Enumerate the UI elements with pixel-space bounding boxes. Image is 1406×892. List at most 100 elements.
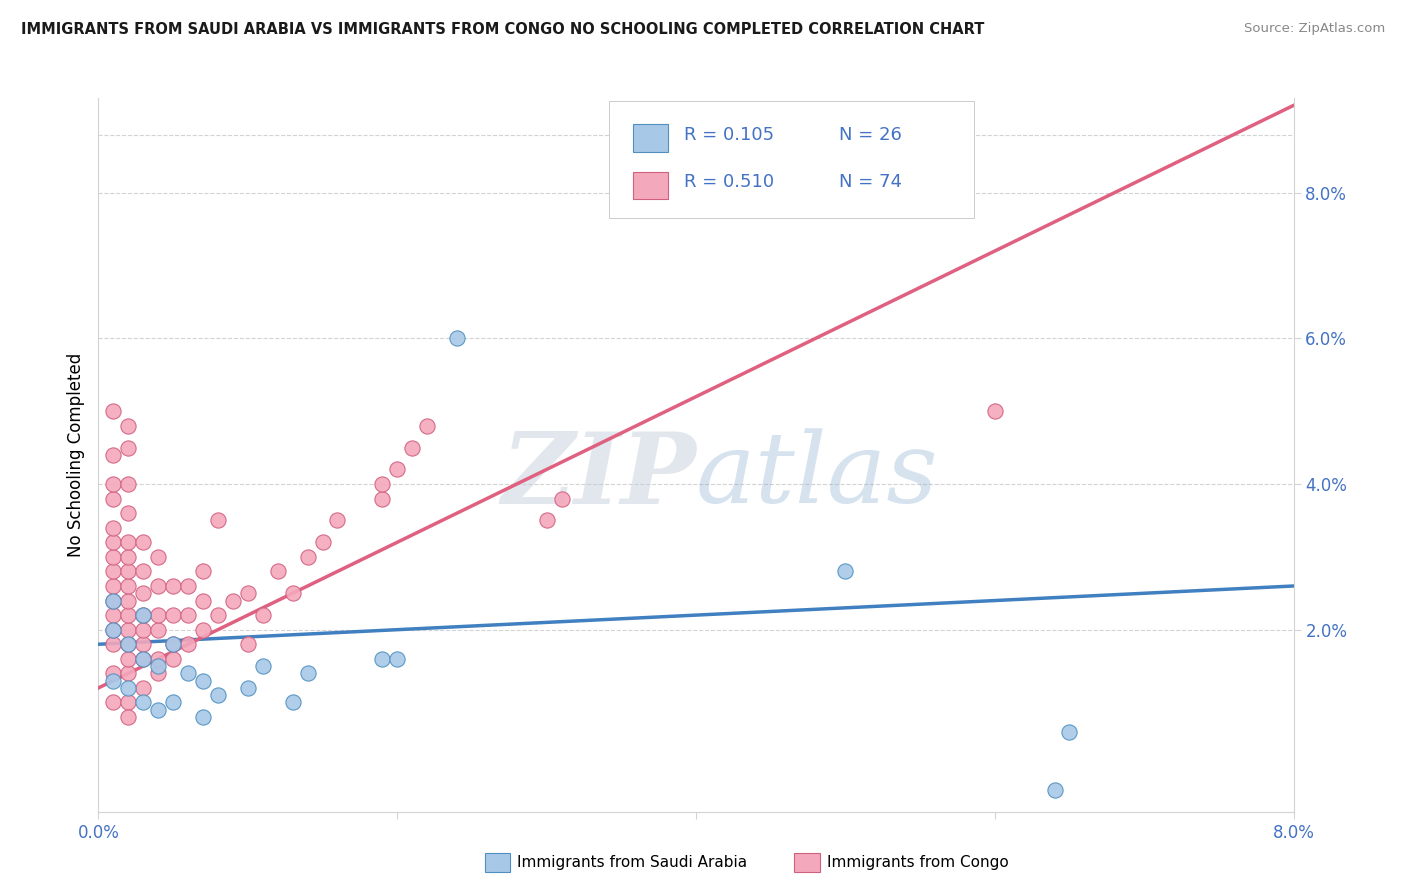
Point — [191, 710, 214, 724]
Text: N = 74: N = 74 — [839, 173, 903, 191]
Text: Source: ZipAtlas.com: Source: ZipAtlas.com — [1244, 22, 1385, 36]
Point — [446, 331, 468, 345]
Point — [103, 623, 125, 637]
Point — [207, 688, 229, 702]
Text: atlas: atlas — [696, 429, 939, 524]
Point — [103, 579, 125, 593]
Text: R = 0.510: R = 0.510 — [685, 173, 775, 191]
Point — [117, 535, 139, 549]
Point — [117, 593, 139, 607]
Point — [117, 506, 139, 520]
Point — [162, 608, 184, 623]
Point — [371, 652, 394, 666]
Point — [132, 681, 155, 695]
Point — [103, 549, 125, 564]
Point — [117, 623, 139, 637]
Point — [103, 593, 125, 607]
Point — [103, 535, 125, 549]
Point — [132, 535, 155, 549]
Point — [148, 608, 170, 623]
Point — [148, 579, 170, 593]
Point — [103, 696, 125, 710]
Point — [103, 491, 125, 506]
Point — [132, 637, 155, 651]
Point — [162, 637, 184, 651]
FancyBboxPatch shape — [609, 101, 974, 218]
Point — [177, 637, 200, 651]
Point — [103, 666, 125, 681]
Point — [983, 404, 1005, 418]
Point — [207, 608, 229, 623]
Point — [162, 637, 184, 651]
Point — [371, 477, 394, 491]
Point — [385, 462, 409, 476]
Point — [162, 652, 184, 666]
Point — [252, 659, 274, 673]
Point — [281, 696, 304, 710]
Point — [191, 593, 214, 607]
Point — [252, 608, 274, 623]
Point — [132, 608, 155, 623]
Point — [311, 535, 333, 549]
Point — [117, 666, 139, 681]
Point — [132, 652, 155, 666]
Point — [103, 623, 125, 637]
Point — [148, 666, 170, 681]
Point — [148, 623, 170, 637]
Text: Immigrants from Congo: Immigrants from Congo — [827, 855, 1008, 870]
Point — [132, 586, 155, 600]
Point — [177, 608, 200, 623]
Point — [401, 441, 423, 455]
Point — [148, 659, 170, 673]
Point — [117, 579, 139, 593]
Point — [148, 652, 170, 666]
Point — [117, 608, 139, 623]
Point — [132, 608, 155, 623]
Point — [236, 681, 259, 695]
Point — [177, 579, 200, 593]
Point — [834, 565, 856, 579]
Point — [103, 673, 125, 688]
FancyBboxPatch shape — [633, 124, 668, 152]
Point — [191, 623, 214, 637]
Point — [236, 637, 259, 651]
Text: R = 0.105: R = 0.105 — [685, 126, 775, 144]
Point — [222, 593, 245, 607]
Point — [326, 513, 349, 527]
Point — [103, 637, 125, 651]
Point — [132, 652, 155, 666]
Point — [103, 448, 125, 462]
Point — [103, 521, 125, 535]
Point — [1059, 724, 1081, 739]
Point — [416, 418, 439, 433]
Point — [191, 565, 214, 579]
Text: IMMIGRANTS FROM SAUDI ARABIA VS IMMIGRANTS FROM CONGO NO SCHOOLING COMPLETED COR: IMMIGRANTS FROM SAUDI ARABIA VS IMMIGRAN… — [21, 22, 984, 37]
Point — [1043, 783, 1066, 797]
Point — [162, 696, 184, 710]
Point — [117, 477, 139, 491]
Point — [550, 491, 572, 506]
Point — [371, 491, 394, 506]
Point — [297, 666, 319, 681]
Point — [117, 681, 139, 695]
Point — [117, 637, 139, 651]
Point — [117, 652, 139, 666]
Point — [385, 652, 409, 666]
Text: N = 26: N = 26 — [839, 126, 903, 144]
Point — [177, 666, 200, 681]
Point — [132, 623, 155, 637]
Point — [117, 637, 139, 651]
Text: ZIP: ZIP — [501, 428, 696, 524]
Point — [148, 549, 170, 564]
Point — [281, 586, 304, 600]
Point — [103, 565, 125, 579]
Point — [536, 513, 558, 527]
Point — [191, 673, 214, 688]
Y-axis label: No Schooling Completed: No Schooling Completed — [66, 353, 84, 557]
Point — [207, 513, 229, 527]
FancyBboxPatch shape — [633, 171, 668, 200]
Point — [117, 418, 139, 433]
Point — [103, 477, 125, 491]
Point — [297, 549, 319, 564]
Point — [103, 608, 125, 623]
